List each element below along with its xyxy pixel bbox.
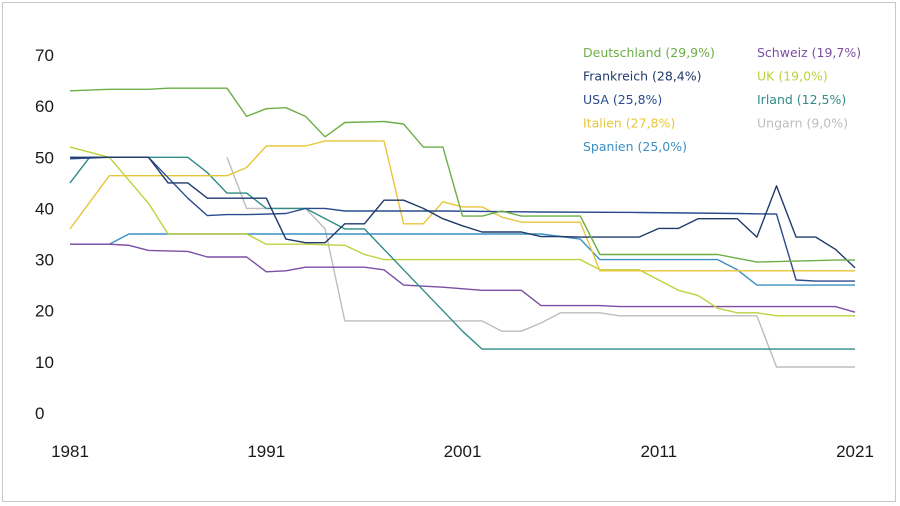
legend-entry-uk: UK (19,0%)	[757, 69, 828, 84]
legend: Deutschland (29,9%) Frankreich (28,4%) USA…	[583, 45, 861, 154]
y-tick-label-60: 60	[35, 97, 54, 116]
x-tick-label-1991: 1991	[247, 442, 285, 461]
y-axis-ticks: 0 10 20 30 40 50 60 70	[35, 46, 54, 423]
series-line-schweiz	[70, 243, 856, 313]
series-line-frankreich	[70, 156, 856, 269]
x-tick-label-2011: 2011	[640, 442, 677, 461]
series-lines	[69, 87, 856, 368]
legend-entry-italien: Italien (27,8%)	[583, 116, 675, 131]
series-line-italien	[69, 140, 855, 272]
legend-entry-deutschland: Deutschland (29,9%)	[583, 45, 715, 60]
y-tick-label-70: 70	[35, 46, 54, 65]
y-tick-label-30: 30	[35, 251, 54, 270]
y-tick-label-40: 40	[35, 199, 54, 218]
legend-entry-spanien: Spanien (25,0%)	[583, 139, 687, 154]
legend-entry-ungarn: Ungarn (9,0%)	[757, 116, 848, 131]
series-line-deutschland	[69, 87, 855, 263]
x-tick-label-2001: 2001	[444, 442, 482, 461]
y-tick-label-0: 0	[35, 404, 44, 423]
legend-entry-schweiz: Schweiz (19,7%)	[757, 45, 861, 60]
legend-entry-frankreich: Frankreich (28,4%)	[583, 69, 702, 84]
series-line-uk	[69, 146, 855, 317]
y-tick-label-20: 20	[35, 302, 54, 321]
x-tick-label-2021: 2021	[836, 442, 874, 461]
legend-entry-irland: Irland (12,5%)	[757, 92, 846, 107]
series-line-spanien	[70, 233, 855, 286]
legend-entry-usa: USA (25,8%)	[583, 92, 662, 107]
x-tick-label-1981: 1981	[51, 442, 89, 461]
x-axis-ticks: 1981 1991 2001 2011 2021	[51, 442, 874, 461]
y-tick-label-50: 50	[35, 148, 54, 167]
series-line-usa	[69, 156, 855, 282]
series-line-irland	[69, 156, 855, 350]
y-tick-label-10: 10	[35, 353, 54, 372]
